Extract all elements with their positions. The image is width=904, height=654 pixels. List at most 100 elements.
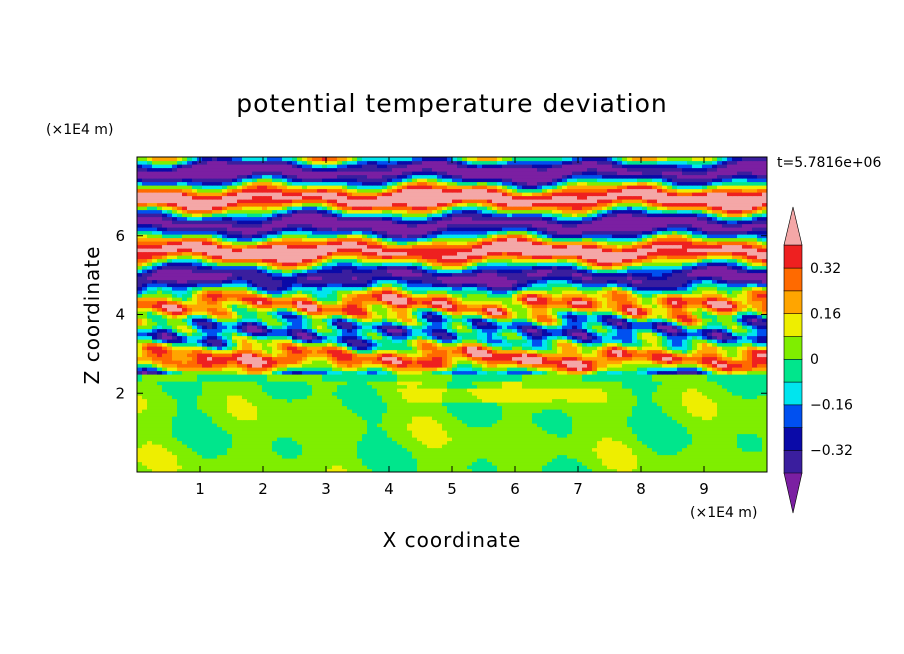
contour-cell [387,444,393,449]
contour-cell [172,405,178,410]
contour-cell [417,353,423,358]
contour-cell [317,381,323,386]
contour-cell [727,370,733,375]
contour-cell [162,447,168,452]
contour-cell [597,468,603,472]
contour-cell [382,409,388,414]
contour-cell [282,409,288,414]
contour-cell [492,332,498,337]
contour-cell [602,342,608,347]
contour-cell [692,395,698,400]
contour-cell [422,395,428,400]
contour-cell [667,339,673,344]
contour-cell [752,402,758,407]
contour-cell [637,423,643,428]
contour-cell [417,461,423,466]
contour-cell [262,377,268,382]
contour-cell [327,412,333,417]
contour-cell [572,367,578,372]
contour-cell [482,356,488,361]
contour-cell [562,398,568,403]
contour-cell [322,402,328,407]
contour-cell [722,433,728,438]
contour-cell [352,360,358,365]
contour-cell [532,398,538,403]
contour-cell [377,451,383,456]
contour-cell [247,409,253,414]
contour-cell [742,447,748,452]
contour-cell [657,440,663,445]
contour-cell [332,409,338,414]
contour-cell [427,437,433,442]
contour-cell [662,402,668,407]
contour-cell [432,349,438,354]
contour-cell [637,409,643,414]
contour-cell [377,353,383,358]
contour-cell [307,444,313,449]
contour-cell [337,423,343,428]
contour-cell [272,395,278,400]
contour-cell [352,374,358,379]
contour-cell [577,346,583,351]
contour-cell [422,388,428,393]
contour-cell [687,461,693,466]
contour-cell [207,388,213,393]
contour-cell [397,465,403,470]
contour-cell [462,363,468,368]
contour-cell [462,430,468,435]
contour-cell [557,416,563,421]
contour-cell [502,391,508,396]
contour-cell [642,426,648,431]
contour-cell [267,388,273,393]
contour-cell [387,356,393,361]
contour-cell [382,391,388,396]
contour-cell [437,356,443,361]
contour-cell [317,353,323,358]
contour-cell [637,447,643,452]
contour-cell [392,426,398,431]
contour-cell [607,430,613,435]
contour-cell [337,430,343,435]
contour-cell [422,437,428,442]
contour-cell [547,458,553,463]
contour-cell [567,395,573,400]
contour-cell [737,451,743,456]
contour-cell [347,444,353,449]
contour-cell [632,454,638,459]
contour-cell [492,461,498,466]
contour-cell [637,356,643,361]
contour-cell [652,377,658,382]
contour-cell [347,346,353,351]
contour-cell [137,360,143,365]
contour-cell [527,339,533,344]
contour-cell [707,451,713,456]
contour-cell [602,458,608,463]
contour-cell [277,454,283,459]
contour-cell [742,454,748,459]
contour-cell [147,430,153,435]
contour-cell [537,402,543,407]
contour-cell [232,444,238,449]
contour-cell [387,381,393,386]
contour-cell [412,437,418,442]
contour-cell [262,370,268,375]
contour-cell [747,412,753,417]
contour-cell [477,447,483,452]
contour-cell [617,423,623,428]
contour-cell [467,356,473,361]
contour-cell [287,353,293,358]
contour-cell [717,451,723,456]
contour-cell [307,384,313,389]
contour-cell [732,426,738,431]
contour-cell [162,444,168,449]
contour-cell [637,405,643,410]
contour-cell [177,335,183,340]
contour-cell [382,461,388,466]
contour-cell [402,402,408,407]
contour-cell [422,440,428,445]
contour-cell [607,346,613,351]
contour-cell [242,461,248,466]
contour-cell [267,409,273,414]
contour-cell [462,458,468,463]
contour-cell [172,437,178,442]
